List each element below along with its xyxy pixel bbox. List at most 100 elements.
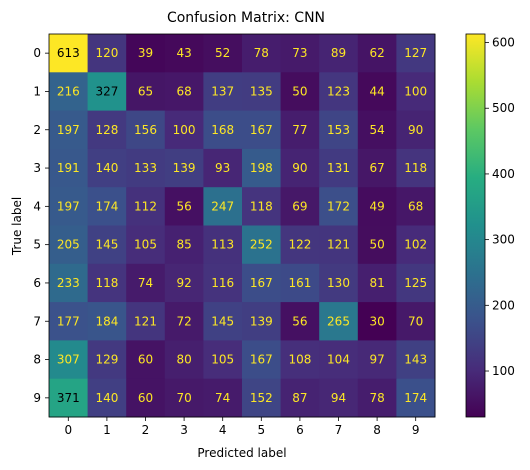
heatmap-cell xyxy=(87,34,127,73)
cell-value-label: 100 xyxy=(404,84,427,98)
cell-value-label: 97 xyxy=(369,353,384,367)
heatmap-cell xyxy=(164,302,204,341)
heatmap-cell xyxy=(396,378,436,418)
y-tick-label: 1 xyxy=(33,84,41,98)
y-tick-label: 9 xyxy=(33,391,41,405)
heatmap-cell xyxy=(280,34,320,73)
heatmap-cell xyxy=(126,72,166,112)
cell-value-label: 143 xyxy=(404,353,427,367)
cell-value-label: 184 xyxy=(95,314,118,328)
cell-value-label: 252 xyxy=(250,238,273,252)
cell-value-label: 135 xyxy=(250,84,273,98)
cell-value-label: 198 xyxy=(250,161,273,175)
heatmap-cell xyxy=(87,187,127,226)
heatmap-cell xyxy=(126,110,166,150)
cell-value-label: 121 xyxy=(327,238,350,252)
cell-value-label: 94 xyxy=(331,391,346,405)
cell-value-label: 172 xyxy=(327,199,350,213)
cell-value-label: 113 xyxy=(211,238,234,252)
cell-value-label: 140 xyxy=(95,161,118,175)
heatmap-cell xyxy=(164,187,204,226)
heatmap-cell xyxy=(280,187,320,226)
cell-value-label: 145 xyxy=(211,314,234,328)
heatmap-cell xyxy=(357,34,397,73)
heatmap-cell xyxy=(396,302,436,341)
heatmap-cell xyxy=(126,34,166,73)
cell-value-label: 49 xyxy=(369,199,384,213)
cell-value-label: 74 xyxy=(138,276,153,290)
cell-value-label: 89 xyxy=(331,46,346,60)
cell-value-label: 128 xyxy=(95,123,118,137)
cell-value-label: 233 xyxy=(57,276,80,290)
heatmap-cell xyxy=(49,378,89,418)
heatmap-cell xyxy=(319,110,359,150)
heatmap-cell xyxy=(203,378,243,418)
cell-value-label: 62 xyxy=(369,46,384,60)
cell-value-label: 68 xyxy=(176,84,191,98)
heatmap-cell xyxy=(49,263,89,303)
cell-value-label: 56 xyxy=(292,314,307,328)
cell-value-label: 73 xyxy=(292,46,307,60)
heatmap-cell xyxy=(49,302,89,341)
heatmap-cell xyxy=(280,225,320,265)
cell-value-label: 152 xyxy=(250,391,273,405)
cell-value-label: 130 xyxy=(327,276,350,290)
heatmap-cell xyxy=(164,340,204,380)
cell-value-label: 247 xyxy=(211,199,234,213)
heatmap-cell xyxy=(319,378,359,418)
heatmap-cell xyxy=(87,340,127,380)
x-axis-ticks: 0 1 2 3 4 5 6 7 8 9 xyxy=(64,417,420,437)
heatmap-cell xyxy=(126,340,166,380)
cell-value-label: 371 xyxy=(57,391,80,405)
heatmap-cell xyxy=(396,340,436,380)
heatmap-cell xyxy=(203,340,243,380)
cell-value-label: 177 xyxy=(57,314,80,328)
cell-value-label: 50 xyxy=(292,84,307,98)
heatmap-cell xyxy=(319,72,359,112)
heatmap-cell xyxy=(126,187,166,226)
cell-value-label: 78 xyxy=(369,391,384,405)
cell-value-label: 80 xyxy=(176,353,191,367)
heatmap-cell xyxy=(164,148,204,188)
y-axis-ticks: 0 1 2 3 4 5 6 7 8 9 xyxy=(33,46,49,405)
cell-value-label: 44 xyxy=(369,84,384,98)
heatmap-cell xyxy=(203,225,243,265)
cell-value-label: 307 xyxy=(57,353,80,367)
y-tick-label: 6 xyxy=(33,276,41,290)
cell-value-label: 102 xyxy=(404,238,427,252)
cell-value-label: 70 xyxy=(176,391,191,405)
heatmap-cell xyxy=(357,148,397,188)
cell-value-label: 197 xyxy=(57,123,80,137)
x-tick-label: 7 xyxy=(335,423,343,437)
cell-value-label: 161 xyxy=(288,276,311,290)
cell-value-label: 74 xyxy=(215,391,230,405)
y-tick-label: 2 xyxy=(33,123,41,137)
cell-value-label: 120 xyxy=(95,46,118,60)
y-tick-label: 7 xyxy=(33,314,41,328)
heatmap-cell xyxy=(319,34,359,73)
x-tick-label: 5 xyxy=(257,423,265,437)
heatmap-cell xyxy=(280,263,320,303)
cell-value-label: 167 xyxy=(250,353,273,367)
heatmap-cell xyxy=(203,302,243,341)
y-axis-label: True label xyxy=(10,197,24,256)
heatmap-cell xyxy=(49,110,89,150)
heatmap-cell xyxy=(396,263,436,303)
heatmap-cell xyxy=(319,225,359,265)
heatmap-cell xyxy=(357,302,397,341)
cell-value-label: 139 xyxy=(173,161,196,175)
cell-value-label: 191 xyxy=(57,161,80,175)
cell-value-label: 30 xyxy=(369,314,384,328)
x-tick-label: 8 xyxy=(373,423,381,437)
heatmap-cell xyxy=(319,302,359,341)
x-axis-label: Predicted label xyxy=(197,446,286,460)
colorbar-tick-label: 300 xyxy=(492,233,515,247)
cell-value-label: 327 xyxy=(95,84,118,98)
heatmap-frame xyxy=(48,33,436,418)
cell-value-label: 205 xyxy=(57,238,80,252)
heatmap-cell xyxy=(49,225,89,265)
cell-value-label: 121 xyxy=(134,314,157,328)
colorbar xyxy=(465,33,486,418)
heatmap-cell xyxy=(396,34,436,73)
